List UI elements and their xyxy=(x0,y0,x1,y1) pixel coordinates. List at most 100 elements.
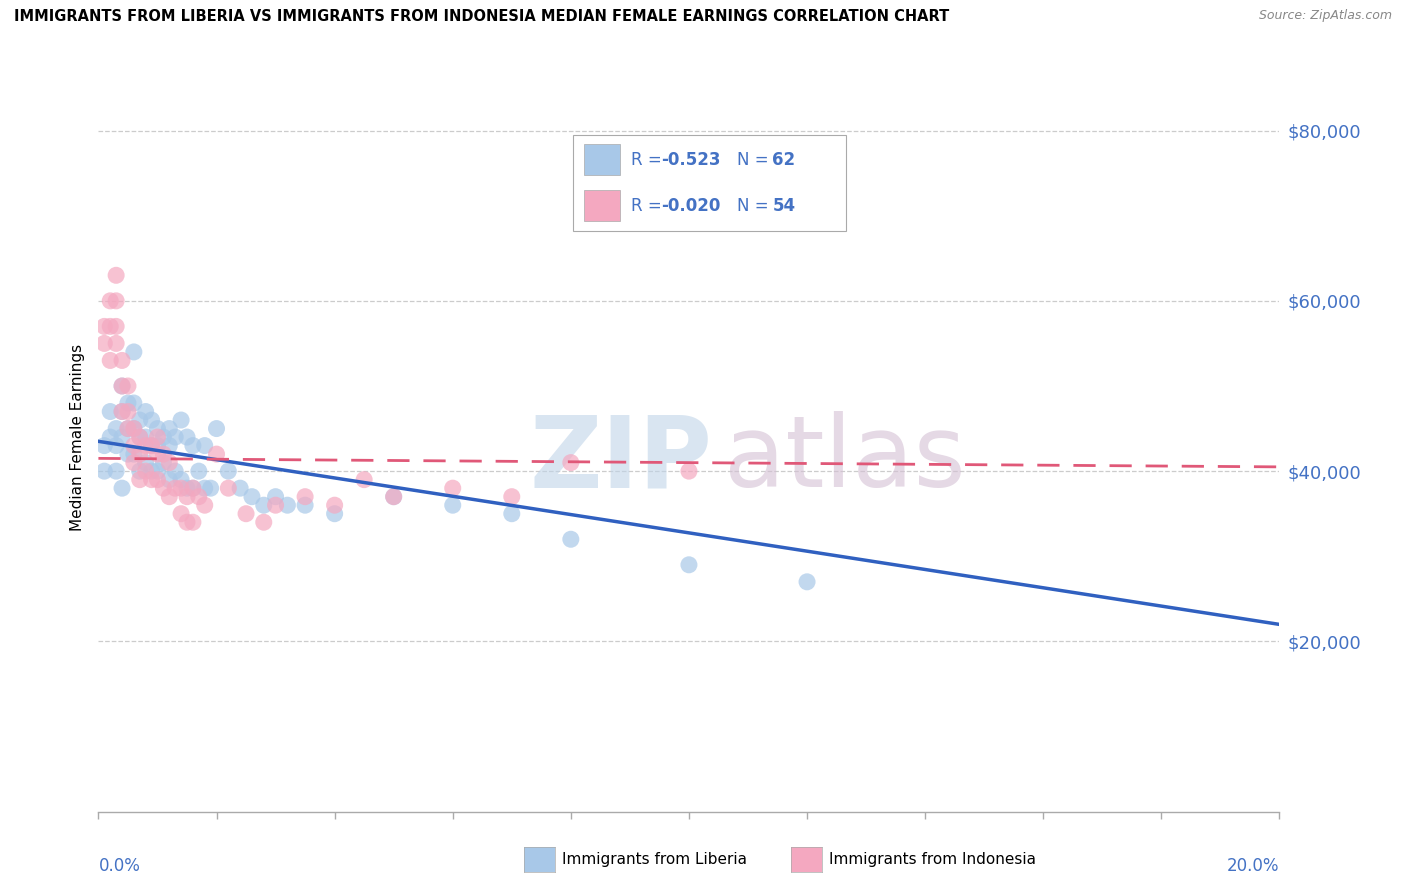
Point xyxy=(157,421,180,435)
Point xyxy=(796,574,818,589)
Point xyxy=(111,379,134,393)
Point xyxy=(382,490,405,504)
Point xyxy=(117,421,139,435)
Point xyxy=(264,490,287,504)
Point xyxy=(276,498,298,512)
Point xyxy=(128,413,150,427)
Point xyxy=(157,490,180,504)
Point xyxy=(157,439,180,453)
Point xyxy=(141,473,163,487)
Text: -0.020: -0.020 xyxy=(661,196,720,215)
Text: atlas: atlas xyxy=(724,411,966,508)
Point xyxy=(217,481,239,495)
Point xyxy=(205,447,228,461)
Point xyxy=(98,404,121,418)
Text: Source: ZipAtlas.com: Source: ZipAtlas.com xyxy=(1258,9,1392,22)
Point xyxy=(176,515,198,529)
Point xyxy=(170,473,193,487)
Point xyxy=(157,456,180,470)
Point xyxy=(135,430,157,444)
Point xyxy=(235,507,257,521)
Point xyxy=(105,439,128,453)
Point xyxy=(176,481,198,495)
Point xyxy=(170,413,193,427)
Text: -0.523: -0.523 xyxy=(661,151,720,169)
Point xyxy=(187,490,209,504)
Point xyxy=(165,481,187,495)
Point xyxy=(111,430,134,444)
Point xyxy=(194,481,217,495)
Text: Immigrants from Liberia: Immigrants from Liberia xyxy=(562,853,747,867)
Point xyxy=(152,430,174,444)
Point xyxy=(141,464,163,478)
Point xyxy=(105,293,128,308)
Point xyxy=(98,430,121,444)
Point xyxy=(152,456,174,470)
Point xyxy=(165,464,187,478)
Point xyxy=(323,498,346,512)
Point xyxy=(111,404,134,418)
Point xyxy=(560,456,582,470)
Point xyxy=(135,456,157,470)
Point xyxy=(264,498,287,512)
Text: N =: N = xyxy=(737,151,773,169)
Point xyxy=(181,515,204,529)
Point xyxy=(170,507,193,521)
Text: IMMIGRANTS FROM LIBERIA VS IMMIGRANTS FROM INDONESIA MEDIAN FEMALE EARNINGS CORR: IMMIGRANTS FROM LIBERIA VS IMMIGRANTS FR… xyxy=(14,9,949,24)
Point xyxy=(678,464,700,478)
Point xyxy=(135,404,157,418)
Text: N =: N = xyxy=(737,196,773,215)
Point xyxy=(105,319,128,334)
Point xyxy=(294,498,316,512)
Text: R =: R = xyxy=(631,196,666,215)
Point xyxy=(117,396,139,410)
Point xyxy=(152,481,174,495)
Point xyxy=(93,336,115,351)
Point xyxy=(146,464,169,478)
Point xyxy=(194,498,217,512)
Point xyxy=(187,464,209,478)
Point xyxy=(205,421,228,435)
Point xyxy=(146,439,169,453)
Point xyxy=(93,439,115,453)
Point xyxy=(117,404,139,418)
Point xyxy=(122,421,145,435)
Bar xyxy=(585,190,620,221)
Point xyxy=(117,379,139,393)
Point xyxy=(105,268,128,283)
Point xyxy=(122,421,145,435)
Point xyxy=(135,439,157,453)
Point xyxy=(170,481,193,495)
Point xyxy=(146,473,169,487)
Point xyxy=(200,481,222,495)
Point xyxy=(122,456,145,470)
Text: 54: 54 xyxy=(772,196,796,215)
Point xyxy=(176,430,198,444)
Point xyxy=(117,421,139,435)
Point xyxy=(294,490,316,504)
Point xyxy=(382,490,405,504)
Point xyxy=(111,353,134,368)
Point xyxy=(105,464,128,478)
Point xyxy=(111,379,134,393)
Point xyxy=(122,345,145,359)
Point xyxy=(111,481,134,495)
Bar xyxy=(585,145,620,175)
Point xyxy=(141,439,163,453)
Point xyxy=(253,515,276,529)
Point xyxy=(240,490,263,504)
Point xyxy=(146,447,169,461)
Point xyxy=(105,336,128,351)
Point xyxy=(181,481,204,495)
Point xyxy=(122,447,145,461)
Point xyxy=(141,439,163,453)
Point xyxy=(128,473,150,487)
Point xyxy=(165,430,187,444)
Point xyxy=(176,490,198,504)
Point xyxy=(146,430,169,444)
Text: 0.0%: 0.0% xyxy=(98,856,141,875)
Point xyxy=(141,413,163,427)
Point xyxy=(678,558,700,572)
Text: 62: 62 xyxy=(772,151,796,169)
Point xyxy=(501,507,523,521)
